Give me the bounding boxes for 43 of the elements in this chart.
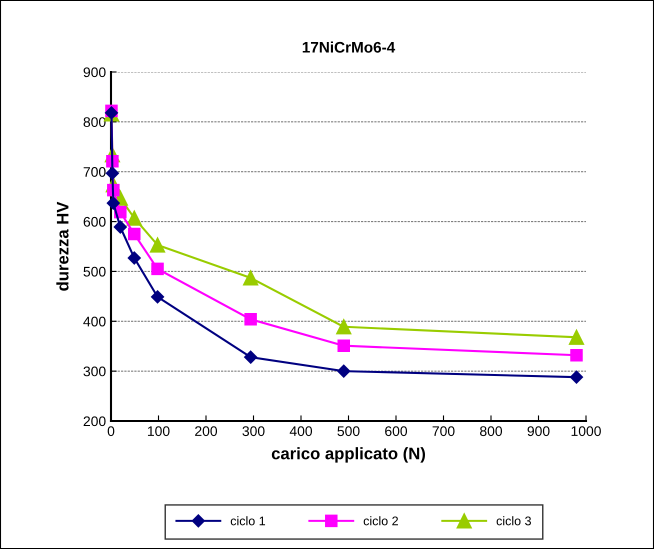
x-tick-label: 1000 bbox=[572, 426, 601, 436]
point bbox=[337, 364, 350, 378]
point bbox=[570, 348, 583, 362]
x-tick-label: 200 bbox=[195, 426, 218, 436]
point bbox=[243, 270, 258, 286]
point bbox=[128, 251, 141, 265]
point bbox=[128, 228, 141, 240]
x-tick-label: 800 bbox=[480, 426, 502, 436]
x-axis-title: carico applicato (N) bbox=[272, 447, 426, 463]
point bbox=[106, 166, 119, 180]
y-tick-label: 400 bbox=[83, 316, 106, 326]
point bbox=[570, 370, 584, 384]
x-tick-label: 100 bbox=[148, 426, 170, 436]
y-tick-label: 800 bbox=[84, 117, 106, 128]
y-tick-label: 200 bbox=[84, 416, 106, 426]
y-axis-title: durezza HV bbox=[56, 202, 69, 291]
x-tick-label: 400 bbox=[290, 426, 312, 436]
legend-label: ciclo 2 bbox=[364, 516, 398, 526]
x-tick-label: 700 bbox=[432, 426, 455, 436]
y-tick-label: 300 bbox=[84, 366, 106, 376]
point bbox=[106, 196, 120, 210]
x-tick-label: 0 bbox=[108, 426, 114, 436]
x-tick-label: 600 bbox=[385, 426, 408, 436]
x-tick-label: 500 bbox=[337, 426, 360, 436]
point bbox=[244, 350, 258, 364]
point bbox=[151, 262, 164, 276]
legend-label: ciclo 1 bbox=[230, 516, 266, 526]
point bbox=[338, 339, 350, 352]
chart-title: 17NiCrMo6-4 bbox=[302, 41, 396, 53]
point bbox=[114, 220, 127, 234]
y-tick-label: 500 bbox=[84, 266, 106, 277]
y-tick-label: 700 bbox=[84, 167, 106, 177]
y-tick-label: 900 bbox=[84, 67, 106, 78]
point bbox=[126, 210, 142, 226]
point bbox=[568, 330, 584, 345]
x-tick-label: 900 bbox=[528, 426, 550, 436]
point bbox=[150, 237, 166, 253]
y-tick-label: 600 bbox=[84, 216, 106, 227]
point bbox=[336, 319, 352, 334]
point bbox=[150, 290, 164, 304]
legend-label: ciclo 3 bbox=[496, 516, 531, 526]
x-tick-label: 300 bbox=[242, 426, 265, 436]
point bbox=[244, 313, 257, 326]
